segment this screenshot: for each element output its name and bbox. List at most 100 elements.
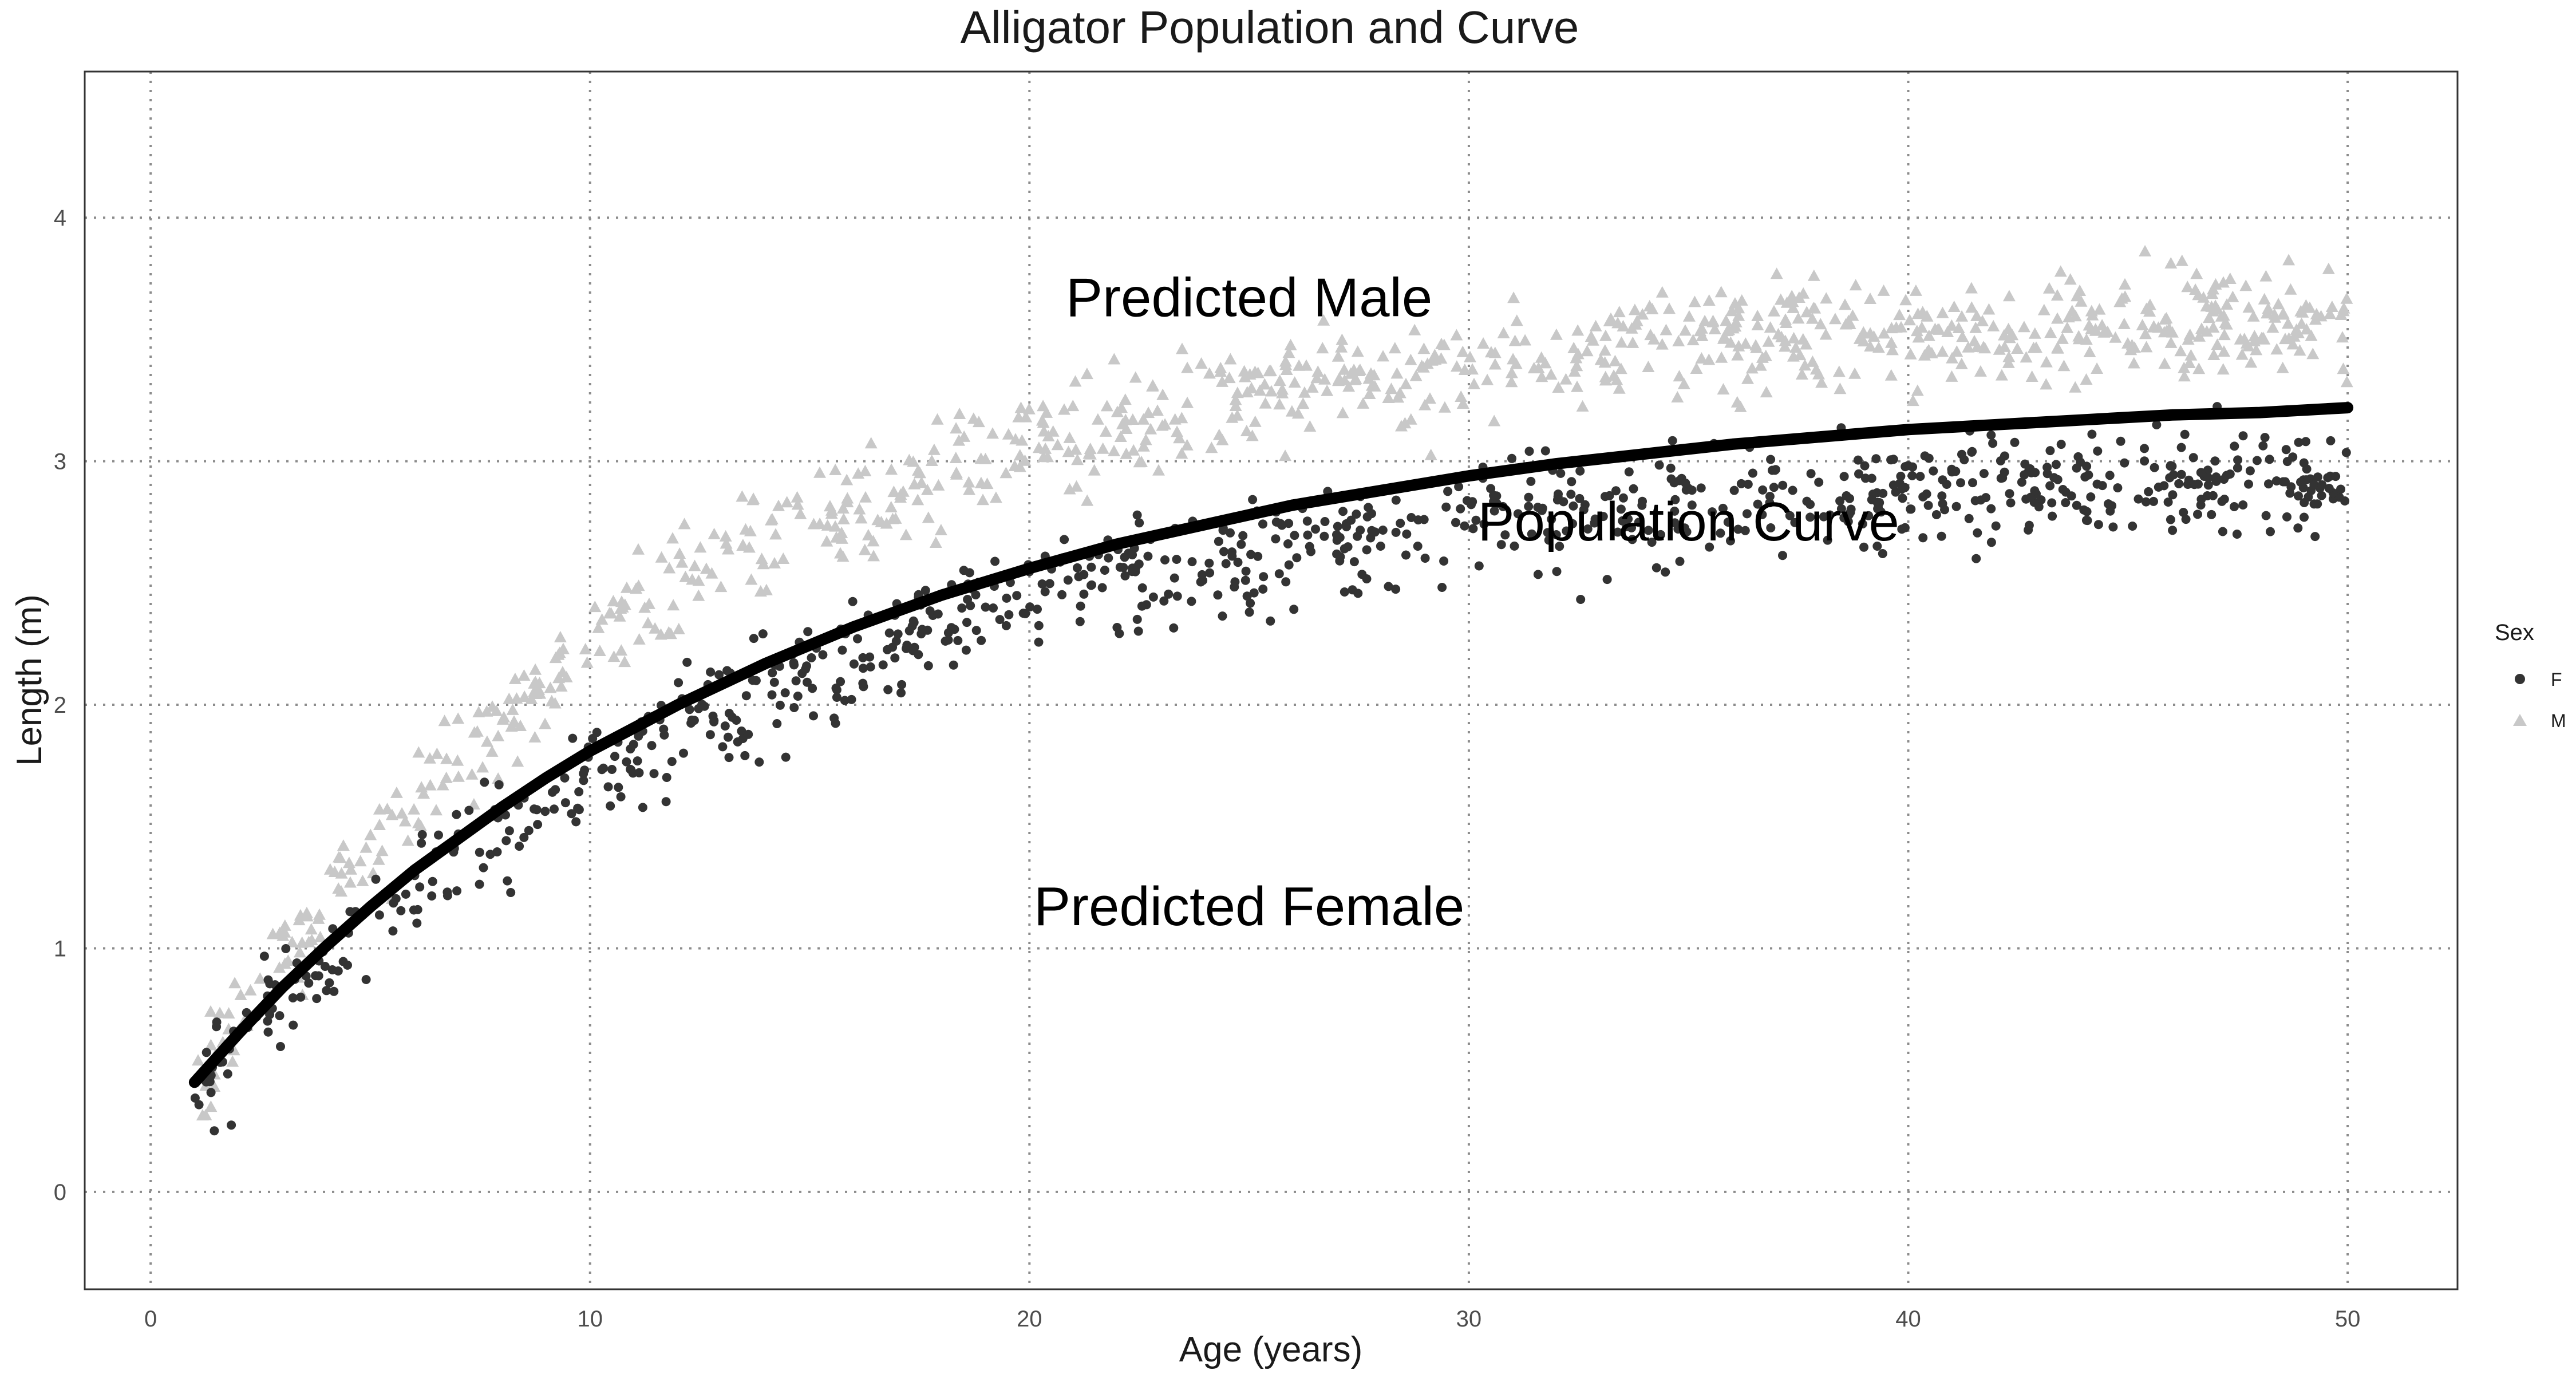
point-m <box>1828 313 1842 325</box>
point-m <box>1353 365 1366 376</box>
point-m <box>2140 341 2153 353</box>
point-m <box>1382 392 1395 403</box>
point-m <box>342 856 355 868</box>
point-m <box>2175 254 2188 266</box>
point-m <box>1581 345 1594 357</box>
point-f <box>2331 472 2341 481</box>
point-m <box>1108 444 1120 456</box>
point-m <box>813 466 826 478</box>
point-m <box>529 663 542 675</box>
point-f <box>2196 468 2206 477</box>
point-m <box>1864 340 1877 352</box>
point-m <box>962 476 975 488</box>
point-f <box>1981 493 1991 503</box>
point-m <box>880 517 893 529</box>
point-f <box>1170 573 1179 583</box>
point-m <box>1519 334 1532 346</box>
y-axis-ticks: 0 1 2 3 4 <box>54 206 66 1205</box>
point-m <box>328 866 341 877</box>
point-f <box>2045 481 2055 491</box>
point-f <box>1079 570 1089 579</box>
point-m <box>2223 273 2237 284</box>
point-m <box>2291 326 2305 338</box>
point-f <box>1362 574 1372 584</box>
point-f <box>1562 526 1571 536</box>
x-axis-title: Age (years) <box>1179 1330 1362 1369</box>
point-m <box>829 520 842 532</box>
point-m <box>1263 365 1276 377</box>
point-m <box>1096 442 1109 454</box>
point-m <box>1610 373 1623 385</box>
point-m <box>554 631 567 642</box>
point-m <box>840 473 854 485</box>
point-m <box>385 808 398 820</box>
point-f <box>1956 478 1965 488</box>
point-m <box>2270 343 2283 355</box>
point-f <box>568 733 578 743</box>
point-f <box>1823 535 1832 545</box>
point-m <box>2239 279 2253 291</box>
point-f <box>2174 479 2184 488</box>
point-f <box>1246 550 1256 559</box>
point-m <box>1120 447 1133 459</box>
point-f <box>1924 453 1934 463</box>
point-f <box>1556 468 1566 478</box>
point-f <box>1729 485 1739 495</box>
point-m <box>1435 352 1448 364</box>
point-m <box>1276 383 1289 395</box>
point-m <box>1726 322 1740 334</box>
point-m <box>2139 327 2152 339</box>
point-f <box>1249 588 1259 598</box>
point-m <box>356 874 369 886</box>
point-f <box>1661 567 1670 577</box>
point-f <box>1242 591 1252 601</box>
point-f <box>320 962 330 971</box>
point-m <box>1013 449 1026 461</box>
point-f <box>325 978 334 988</box>
point-m <box>692 589 705 601</box>
point-f <box>1169 623 1179 633</box>
point-m <box>1732 339 1745 352</box>
point-f <box>1790 518 1800 527</box>
point-f <box>2336 484 2345 494</box>
point-f <box>603 782 613 792</box>
legend-label-f: F <box>2551 669 2562 690</box>
point-m <box>841 492 854 504</box>
point-f <box>1233 558 1243 567</box>
point-f <box>981 602 990 612</box>
point-f <box>1931 510 1941 519</box>
point-f <box>890 653 900 663</box>
point-f <box>1240 575 1250 585</box>
point-m <box>2203 311 2215 323</box>
point-f <box>1718 503 1728 513</box>
point-f <box>2265 455 2274 464</box>
point-m <box>2061 321 2074 333</box>
point-f <box>2203 465 2212 475</box>
point-m <box>1070 480 1083 492</box>
point-f <box>1040 587 1050 597</box>
point-m <box>858 543 871 555</box>
point-m <box>667 599 680 611</box>
point-f <box>1115 562 1125 572</box>
point-m <box>1377 350 1389 362</box>
point-m <box>1223 372 1236 384</box>
point-m <box>1311 365 1325 377</box>
point-f <box>1002 593 1012 603</box>
point-f <box>1901 462 1910 472</box>
point-m <box>1768 305 1780 317</box>
point-f <box>1842 491 1851 500</box>
point-f <box>1362 545 1372 555</box>
point-m <box>204 1039 218 1051</box>
point-f <box>2020 470 2029 480</box>
panel-border <box>84 70 2459 1290</box>
point-m <box>244 984 257 996</box>
point-m <box>1008 459 1021 471</box>
point-m <box>2337 305 2350 317</box>
point-m <box>2247 310 2260 322</box>
point-f <box>412 918 422 928</box>
point-m <box>963 483 976 495</box>
point-f <box>1559 497 1568 507</box>
point-m <box>2025 370 2038 382</box>
point-f <box>1100 566 1109 575</box>
point-m <box>1955 357 1968 369</box>
